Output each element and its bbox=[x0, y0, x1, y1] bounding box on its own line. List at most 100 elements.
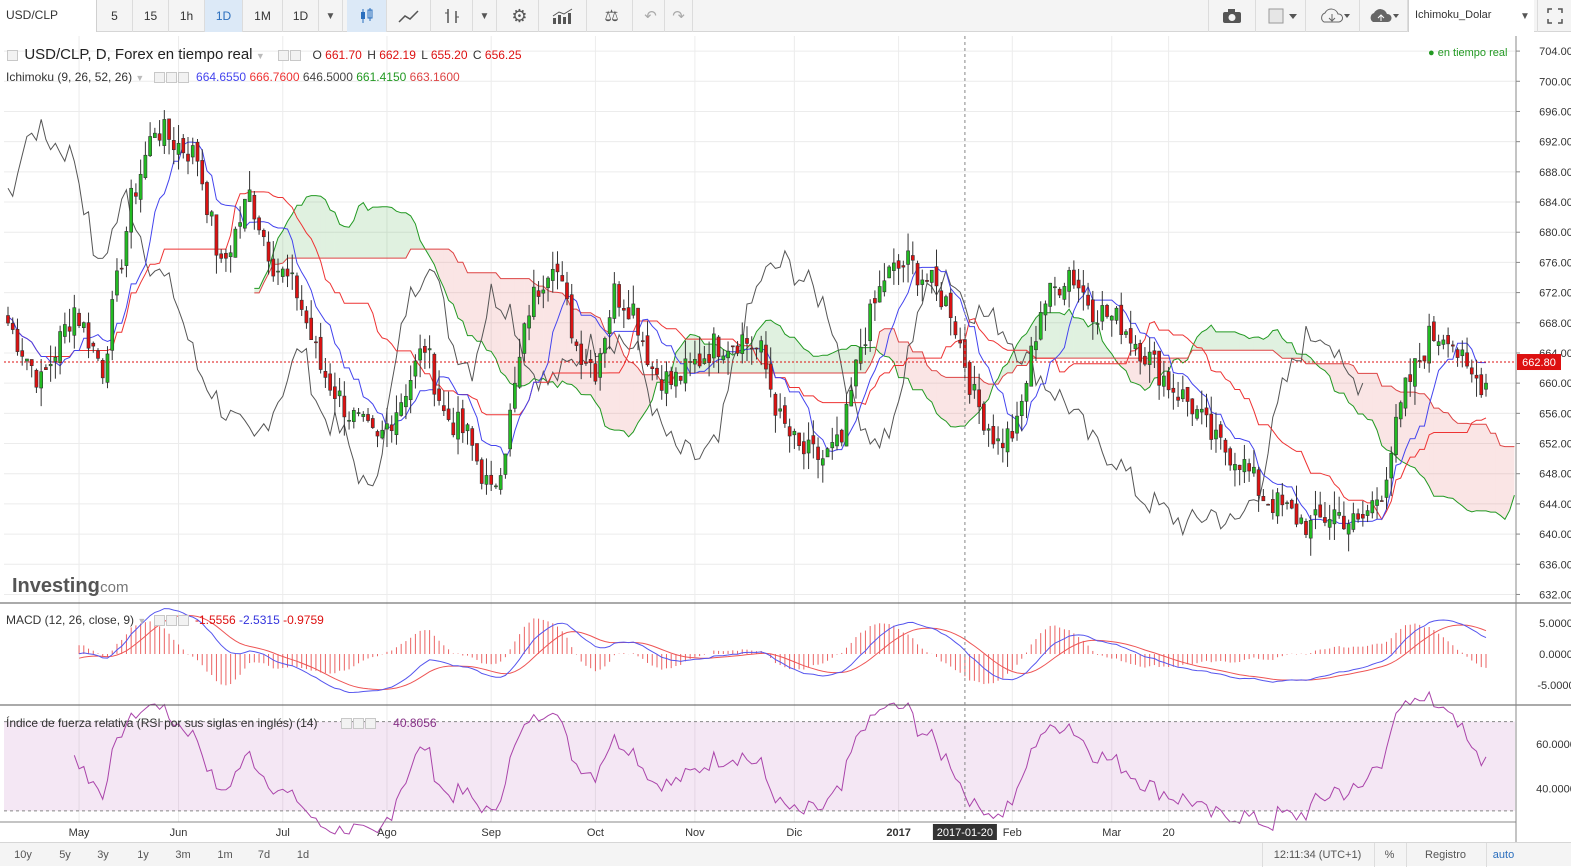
auto-toggle[interactable]: auto bbox=[1486, 843, 1520, 867]
close-icon[interactable] bbox=[177, 615, 189, 627]
cloud-segment bbox=[1471, 424, 1477, 512]
range-10y-button[interactable]: 10y bbox=[6, 843, 40, 867]
candle-body bbox=[958, 340, 963, 344]
candle-body bbox=[612, 283, 617, 319]
compare-button[interactable]: ⚖ bbox=[591, 0, 633, 32]
undo-button[interactable]: ↶ bbox=[637, 0, 665, 32]
candle-body bbox=[825, 448, 830, 458]
time-tick-label: Feb bbox=[1003, 827, 1022, 839]
range-7d-button[interactable]: 7d bbox=[247, 843, 281, 867]
cloud-segment bbox=[832, 350, 838, 374]
color-picker-button[interactable] bbox=[1260, 0, 1306, 32]
candles-icon bbox=[360, 8, 372, 23]
candle-body bbox=[484, 475, 489, 485]
candle-body bbox=[342, 395, 347, 418]
candle-body bbox=[361, 413, 366, 417]
candle-body bbox=[72, 307, 77, 336]
log-toggle[interactable]: Registro bbox=[1406, 843, 1484, 867]
settings-icon[interactable] bbox=[352, 718, 364, 730]
candle-body bbox=[1398, 402, 1403, 420]
cloud-segment bbox=[770, 320, 776, 374]
eye-icon[interactable] bbox=[278, 50, 290, 62]
interval-1h-button[interactable]: 1h bbox=[169, 0, 205, 32]
cloud-segment bbox=[737, 352, 743, 374]
cloud-segment bbox=[784, 334, 790, 374]
chart-canvas[interactable]: 704.00 700.00 696.00 692.00 688.00 684.00 680.… bbox=[0, 32, 1571, 842]
chikou-span-line bbox=[7, 119, 1364, 537]
candle-body bbox=[10, 322, 15, 330]
candle-body bbox=[1076, 279, 1081, 289]
redo-button[interactable]: ↷ bbox=[665, 0, 693, 32]
log-label: Registro bbox=[1425, 849, 1466, 861]
load-layout-button[interactable] bbox=[1310, 0, 1360, 32]
candle-body bbox=[550, 269, 555, 281]
fullscreen-button[interactable] bbox=[1537, 0, 1571, 32]
range-3m-button[interactable]: 3m bbox=[166, 843, 200, 867]
eye-icon[interactable] bbox=[153, 72, 165, 84]
interval-1d-button[interactable]: 1D bbox=[205, 0, 243, 32]
chart-type-line-button[interactable] bbox=[387, 0, 431, 32]
template-dropdown-button[interactable]: ▼ bbox=[1516, 0, 1534, 32]
interval-dropdown-button[interactable]: ▼ bbox=[319, 0, 343, 32]
cloud-segment bbox=[301, 196, 307, 259]
indicators-icon bbox=[552, 8, 572, 24]
candle-body bbox=[910, 255, 915, 261]
chevron-down-icon[interactable]: ▼ bbox=[137, 616, 147, 626]
settings-icon[interactable] bbox=[290, 50, 302, 62]
interval-1m-button[interactable]: 1M bbox=[243, 0, 283, 32]
candle-body bbox=[915, 263, 920, 286]
candle-body bbox=[323, 370, 328, 378]
price-tick-label: 704.00 bbox=[1539, 46, 1571, 58]
cloud-segment bbox=[1107, 347, 1112, 359]
chevron-down-icon: ▼ bbox=[479, 10, 490, 22]
candle-body bbox=[1133, 343, 1138, 350]
template-select[interactable]: Ichimoku_Dolar bbox=[1408, 0, 1534, 32]
candle-body bbox=[1038, 312, 1043, 340]
eye-icon[interactable] bbox=[340, 718, 352, 730]
save-layout-button[interactable] bbox=[1360, 0, 1408, 32]
candle-body bbox=[1356, 513, 1360, 520]
candle-body bbox=[1465, 352, 1469, 367]
candle-body bbox=[456, 411, 460, 440]
indicators-button[interactable] bbox=[539, 0, 587, 32]
chart-type-dropdown-button[interactable]: ▼ bbox=[473, 0, 497, 32]
eye-icon[interactable] bbox=[153, 615, 165, 627]
candle-body bbox=[318, 336, 323, 370]
range-1y-button[interactable]: 1y bbox=[126, 843, 160, 867]
chart-type-bars-button[interactable] bbox=[431, 0, 473, 32]
interval-15-button[interactable]: 15 bbox=[133, 0, 169, 32]
range-3y-button[interactable]: 3y bbox=[86, 843, 120, 867]
symbol-input[interactable]: USD/CLP bbox=[0, 0, 97, 32]
candle-body bbox=[1086, 294, 1090, 306]
cloud-segment bbox=[818, 355, 823, 374]
price-tick-label: 648.00 bbox=[1539, 469, 1571, 481]
collapse-icon[interactable] bbox=[7, 50, 18, 62]
range-1d-button[interactable]: 1d bbox=[286, 843, 320, 867]
range-5y-button[interactable]: 5y bbox=[48, 843, 82, 867]
candle-body bbox=[953, 321, 958, 336]
cloud-segment bbox=[552, 292, 558, 388]
price-tick-label: 656.00 bbox=[1539, 408, 1571, 420]
close-icon[interactable] bbox=[364, 718, 376, 730]
settings-button[interactable]: ⚙ bbox=[501, 0, 539, 32]
interval-dropdown-value[interactable]: 1D bbox=[283, 0, 319, 32]
settings-icon[interactable] bbox=[165, 72, 177, 84]
cloud-segment bbox=[458, 262, 463, 322]
settings-icon[interactable] bbox=[165, 615, 177, 627]
candle-body bbox=[143, 154, 148, 178]
cloud-segment bbox=[543, 286, 549, 383]
close-icon[interactable] bbox=[177, 72, 189, 84]
chart-type-candles-button[interactable] bbox=[347, 0, 387, 32]
chevron-down-icon[interactable]: ▼ bbox=[135, 73, 145, 83]
candle-body bbox=[811, 435, 816, 445]
percent-toggle[interactable]: % bbox=[1374, 843, 1404, 867]
interval-label: 15 bbox=[143, 9, 158, 23]
interval-5-button[interactable]: 5 bbox=[97, 0, 133, 32]
cloud-segment bbox=[1135, 358, 1141, 386]
snapshot-button[interactable] bbox=[1208, 0, 1256, 32]
range-1m-button[interactable]: 1m bbox=[208, 843, 242, 867]
candle-body bbox=[882, 280, 887, 293]
chevron-down-icon[interactable]: ▼ bbox=[255, 51, 265, 61]
candle-body bbox=[96, 350, 100, 359]
time-tick-label: Mar bbox=[1102, 827, 1121, 839]
